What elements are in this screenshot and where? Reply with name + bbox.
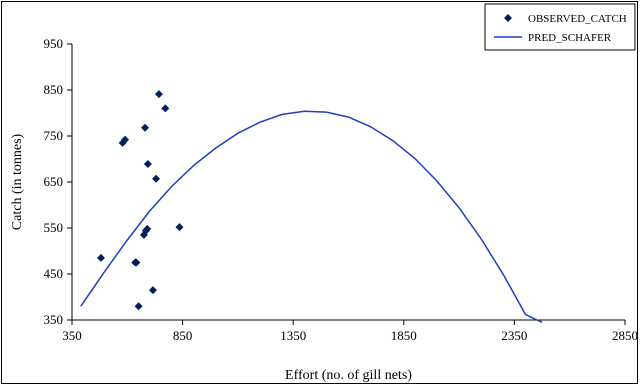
line-series bbox=[80, 110, 543, 323]
x-tick-label: 1350 bbox=[280, 328, 306, 343]
y-tick-label: 950 bbox=[44, 36, 64, 51]
legend-box bbox=[484, 3, 636, 51]
y-axis-title: Catch (in tonnes) bbox=[10, 133, 25, 230]
observed-catch-point bbox=[121, 135, 130, 144]
tick-labels: 350 450 550 650 750 850 950 350 850 1350 1850 2350 2… bbox=[44, 36, 639, 343]
x-tick-label: 2850 bbox=[612, 328, 638, 343]
x-tick-label: 2350 bbox=[501, 328, 527, 343]
observed-catch-point bbox=[154, 90, 163, 99]
observed-catch-point bbox=[132, 258, 141, 267]
scatter-series bbox=[96, 90, 184, 311]
y-tick-label: 850 bbox=[44, 82, 64, 97]
y-tick-label: 650 bbox=[44, 174, 64, 189]
observed-catch-point bbox=[152, 174, 161, 183]
observed-catch-point bbox=[161, 104, 170, 113]
observed-catch-point bbox=[140, 123, 149, 132]
y-tick-label: 350 bbox=[44, 312, 64, 327]
legend: OBSERVED_CATCH PRED_SCHAFER bbox=[484, 3, 636, 51]
x-tick-label: 850 bbox=[173, 328, 193, 343]
observed-catch-point bbox=[143, 160, 152, 169]
x-tick-label: 1850 bbox=[391, 328, 417, 343]
x-axis-title: Effort (no. of gill nets) bbox=[285, 368, 412, 383]
observed-catch-point bbox=[134, 302, 143, 311]
legend-label: OBSERVED_CATCH bbox=[528, 13, 627, 25]
observed-catch-point bbox=[143, 224, 152, 233]
y-tick-label: 750 bbox=[44, 128, 64, 143]
pred-schafer-line bbox=[80, 110, 543, 323]
observed-catch-point bbox=[148, 286, 157, 295]
observed-catch-point bbox=[96, 253, 105, 262]
axes bbox=[67, 43, 626, 325]
legend-label: PRED_SCHAFER bbox=[528, 32, 612, 44]
y-tick-label: 450 bbox=[44, 266, 64, 281]
observed-catch-point bbox=[175, 223, 184, 232]
legend-diamond-swatch bbox=[504, 14, 512, 22]
x-tick-label: 350 bbox=[62, 328, 82, 343]
y-tick-label: 550 bbox=[44, 220, 64, 235]
